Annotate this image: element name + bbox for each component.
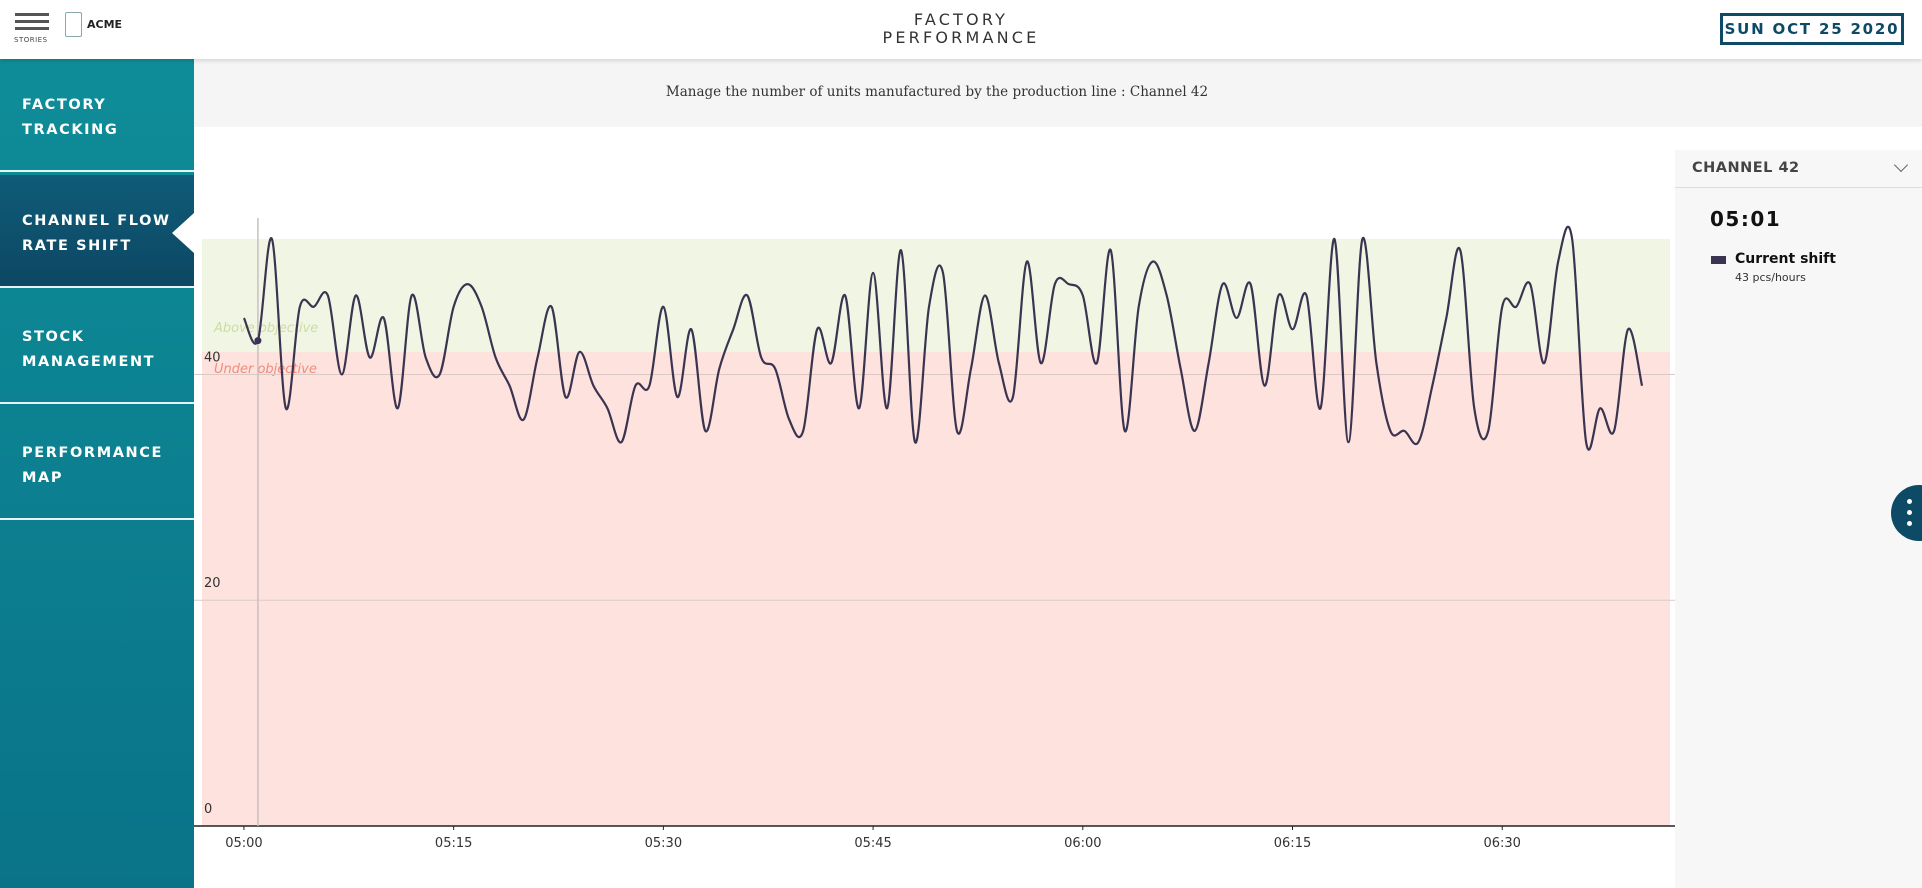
logo: ACME [87,18,123,31]
x-tick-label: 06:15 [1274,836,1311,851]
zone-under [202,351,1670,826]
nav-label: PERFORMANCE MAP [22,445,164,486]
dropdown-chevron[interactable] [1893,157,1909,173]
nav-item[interactable]: FACTORY TRACKING [0,59,194,172]
x-tick-label: 05:00 [225,836,262,851]
zone-above [202,239,1670,352]
tooltip-value: 43 pcs/hours [1735,271,1806,284]
subtitle-band: Manage the number of units manufactured … [194,59,1922,127]
tooltip-time: 05:01 [1710,207,1782,231]
sidebar: FACTORY TRACKING CHANNEL FLOW RATE SHIFT… [0,59,194,888]
menu-label: STORIES [14,36,48,44]
x-tick-label: 06:30 [1483,836,1520,851]
date-button[interactable]: SUN OCT 25 2020 [1720,13,1904,45]
subtitle: Manage the number of units manufactured … [665,84,1209,100]
x-tick-label: 05:30 [645,836,682,851]
divider [1675,187,1922,188]
nav-item[interactable]: PERFORMANCE MAP [0,407,194,520]
header: STORIES ACME FACTORY PERFORMANCE SUN OCT… [0,0,1922,59]
x-tick-label: 05:45 [854,836,891,851]
chart: Above objective Under objective 0 20 40 05:00… [194,218,1680,851]
series-line [242,225,1644,451]
zone-label: Under objective [214,362,317,377]
channel-select[interactable]: CHANNEL 42 [1692,160,1800,176]
nav-item-active[interactable]: CHANNEL FLOW RATE SHIFT [0,175,194,288]
nav-label: CHANNEL FLOW RATE SHIFT [22,213,171,254]
side-panel: CHANNEL 42 05:01 Current shift 43 pcs/ho… [1675,150,1922,888]
legend-label: Current shift [1735,251,1836,267]
nav-label: FACTORY TRACKING [22,97,119,138]
cursor-dot [254,337,262,345]
nav-label: STOCK MANAGEMENT [22,329,156,370]
zone-label: Above objective [213,321,318,336]
page-title: FACTORY PERFORMANCE [882,10,1040,47]
legend-swatch [1711,256,1726,264]
y-tick-label: 20 [204,576,221,591]
menu-button[interactable]: STORIES [14,13,49,44]
nav-item[interactable]: STOCK MANAGEMENT [0,291,194,404]
logo-icon [65,12,82,37]
y-tick-label: 40 [204,350,221,365]
x-tick-label: 06:00 [1064,836,1101,851]
y-tick-label: 0 [204,802,212,817]
x-tick-label: 05:15 [435,836,472,851]
